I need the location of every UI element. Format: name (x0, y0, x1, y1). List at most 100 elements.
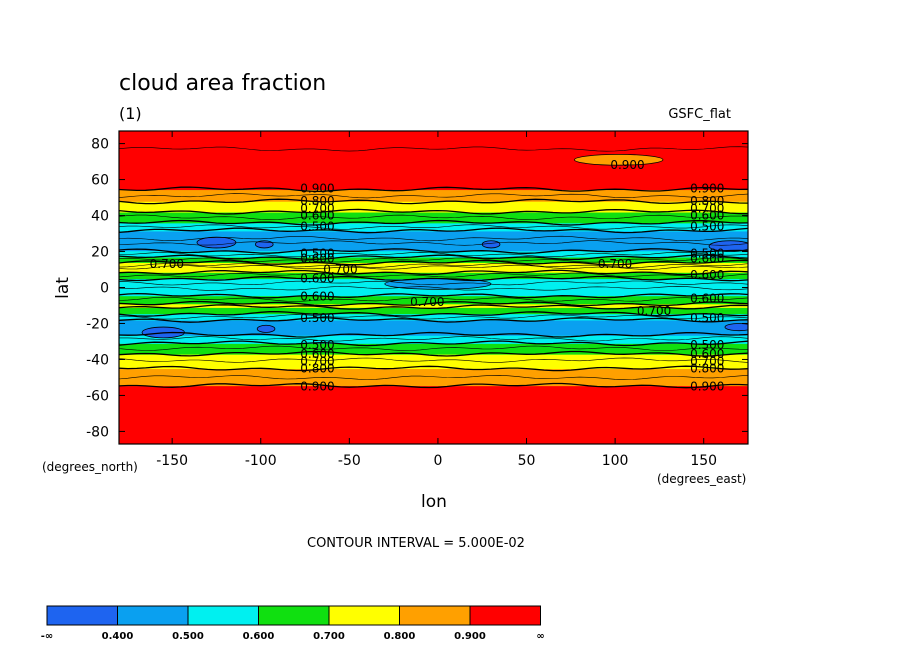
band (119, 348, 748, 351)
band (119, 139, 748, 141)
band (119, 357, 748, 360)
band (119, 384, 748, 387)
band (119, 403, 748, 406)
y-tick-label: -20 (86, 316, 109, 332)
band (119, 159, 748, 162)
band (119, 154, 748, 156)
contour-label: 0.900 (610, 158, 644, 172)
band (119, 263, 748, 265)
band (119, 215, 748, 218)
band (119, 181, 748, 183)
band (119, 168, 748, 171)
band (119, 360, 748, 362)
band (119, 182, 748, 184)
band (119, 259, 748, 262)
band (119, 368, 748, 370)
band (119, 300, 748, 303)
band (119, 268, 748, 271)
band (119, 206, 748, 209)
band (119, 316, 748, 318)
band (119, 328, 748, 331)
band (119, 309, 748, 312)
band (119, 190, 748, 192)
contour-line (119, 257, 748, 263)
contour-line (119, 248, 748, 254)
band (119, 345, 748, 347)
band (119, 416, 748, 418)
band (119, 169, 748, 172)
band (119, 303, 748, 306)
contour-line (119, 227, 748, 234)
band (119, 179, 748, 182)
band (119, 346, 748, 349)
contour-cell (708, 240, 748, 252)
band (119, 366, 748, 369)
band (119, 155, 748, 157)
band (119, 407, 748, 409)
y-tick-label: 20 (91, 245, 109, 261)
band (119, 177, 748, 180)
band (119, 428, 748, 431)
band (119, 240, 748, 243)
contour-line (119, 345, 748, 351)
band (119, 173, 748, 175)
x-tick-label: -50 (338, 453, 361, 469)
contour-line (119, 316, 748, 323)
band (119, 390, 748, 392)
contour-line (119, 374, 748, 381)
band (119, 291, 748, 293)
chart-title: cloud area fraction (119, 71, 326, 96)
contour-label: 0.700 (690, 354, 724, 368)
band (119, 400, 748, 403)
band (119, 238, 748, 240)
band (119, 256, 748, 259)
band (119, 439, 748, 442)
band (119, 290, 748, 292)
band (119, 327, 748, 329)
band (119, 257, 748, 260)
band (119, 399, 748, 402)
band (119, 172, 748, 174)
band (119, 311, 748, 314)
band (119, 419, 748, 422)
band (119, 143, 748, 146)
contour-cell (256, 324, 276, 333)
band (119, 385, 748, 388)
band (119, 166, 748, 168)
contour-line (119, 296, 748, 302)
band (119, 289, 748, 291)
band (119, 392, 748, 395)
band (119, 134, 748, 137)
colorbar-bin (46, 605, 118, 626)
band (119, 233, 748, 236)
contour-label: 0.600 (690, 209, 724, 223)
band (119, 306, 748, 308)
contour-label: 0.700 (637, 304, 671, 318)
band (119, 217, 748, 219)
contour-label: 0.600 (300, 347, 334, 361)
contour-label: 0.600 (300, 252, 334, 266)
band (119, 249, 748, 252)
band (119, 321, 748, 324)
band (119, 184, 748, 187)
band (119, 202, 748, 204)
contour-line (119, 280, 748, 286)
band (119, 324, 748, 326)
band (119, 312, 748, 315)
contour-cell (573, 153, 664, 166)
band (119, 364, 748, 367)
band (119, 344, 748, 346)
band (119, 322, 748, 325)
band (119, 373, 748, 376)
contour-label: 0.700 (598, 257, 632, 271)
contour-label: 0.700 (300, 354, 334, 368)
band (119, 185, 748, 188)
contour-label: 0.700 (150, 257, 184, 271)
band (119, 381, 748, 383)
band (119, 424, 748, 426)
band (119, 213, 748, 216)
contour-line (119, 251, 748, 258)
band (119, 236, 748, 238)
y-tick-label: -40 (86, 352, 109, 368)
band (119, 401, 748, 404)
